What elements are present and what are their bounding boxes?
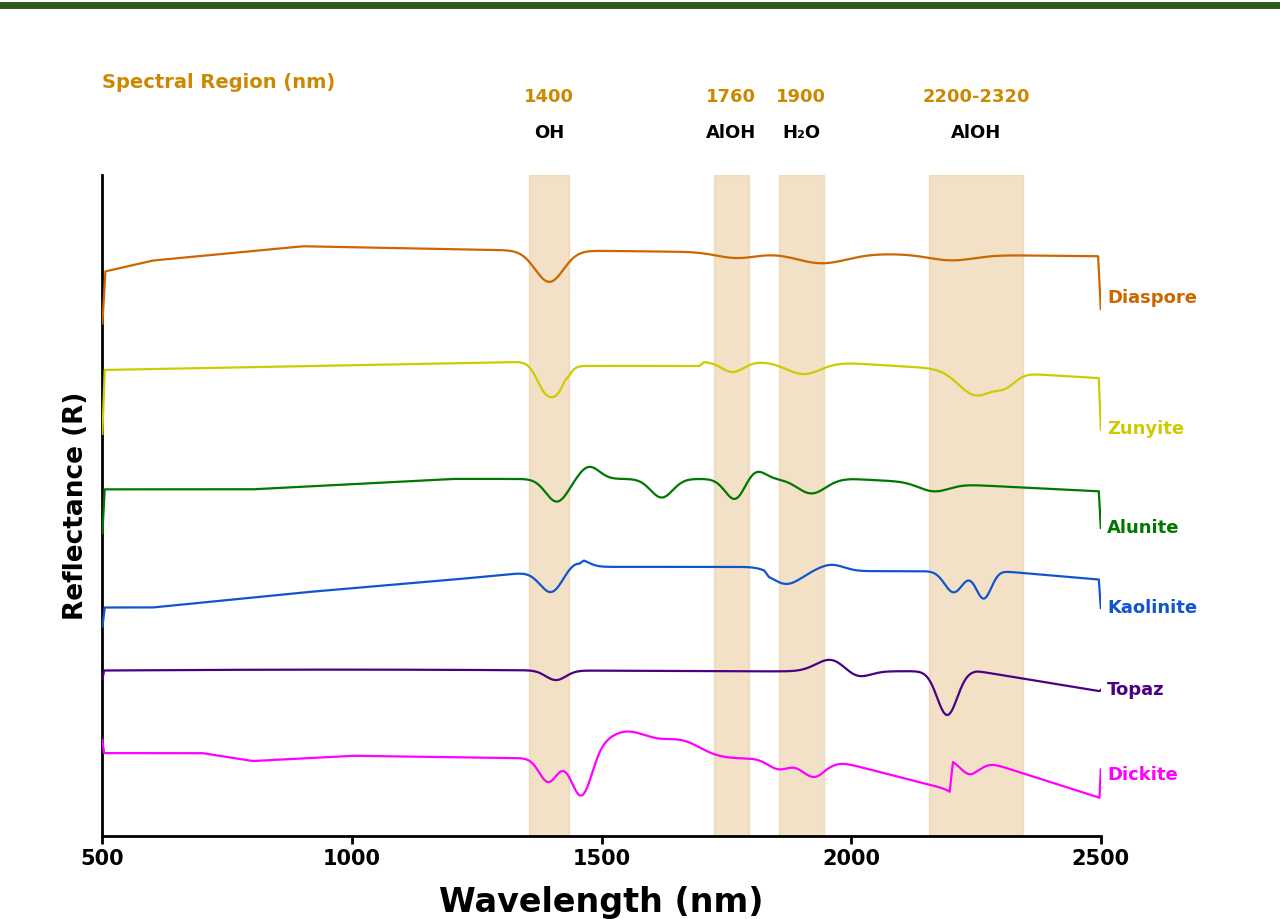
Y-axis label: Reflectance (R): Reflectance (R) [63, 391, 88, 619]
Text: 1760: 1760 [707, 87, 756, 106]
Bar [529, 175, 570, 836]
Bar [778, 175, 824, 836]
Text: H₂O: H₂O [782, 124, 820, 142]
Bar [714, 175, 749, 836]
Text: Diaspore: Diaspore [1107, 289, 1197, 307]
Text: Dickite: Dickite [1107, 766, 1178, 784]
Text: 1900: 1900 [776, 87, 827, 106]
Text: Alunite: Alunite [1107, 519, 1180, 537]
Text: AlOH: AlOH [951, 124, 1001, 142]
Text: OH: OH [534, 124, 564, 142]
Text: 1400: 1400 [525, 87, 575, 106]
X-axis label: Wavelength (nm): Wavelength (nm) [439, 886, 764, 919]
Text: Spectral Region (nm): Spectral Region (nm) [102, 73, 335, 92]
Bar [928, 175, 1024, 836]
Text: Zunyite: Zunyite [1107, 420, 1184, 438]
Text: Topaz: Topaz [1107, 681, 1165, 699]
Text: Kaolinite: Kaolinite [1107, 599, 1197, 617]
Text: AlOH: AlOH [707, 124, 756, 142]
Text: 2200-2320: 2200-2320 [923, 87, 1029, 106]
